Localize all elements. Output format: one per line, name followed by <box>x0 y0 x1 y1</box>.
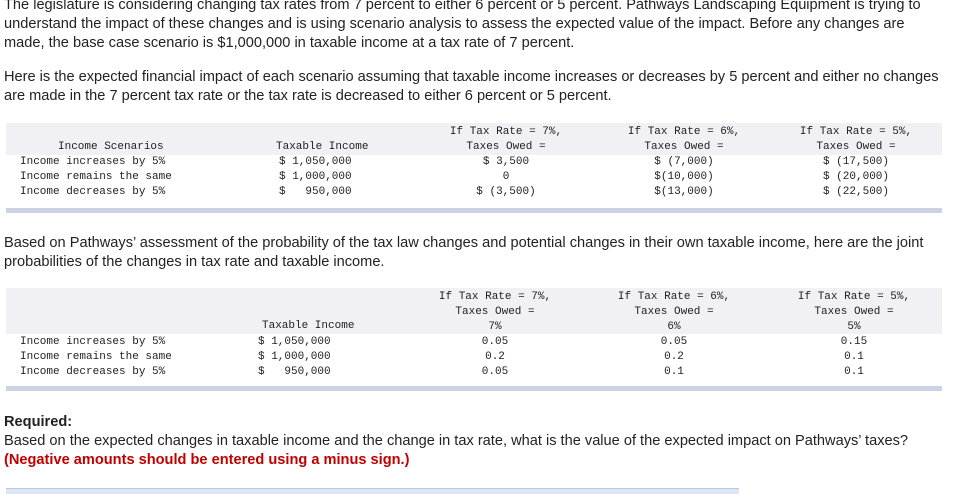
header-rate7-line1: If Tax Rate = 7%, <box>449 126 563 138</box>
table-header-background <box>6 123 942 155</box>
header-rate7-line1: If Tax Rate = 7%, <box>438 291 552 303</box>
table-row-t7: $ (3,500) <box>476 186 536 198</box>
table-row-taxable: $ 1,050,000 <box>258 336 331 348</box>
table-row-t6: $ (7,000) <box>654 156 714 168</box>
header-rate7-line2: Taxes Owed = <box>466 141 546 153</box>
header-rate6-line2: Taxes Owed = <box>644 141 724 153</box>
header-rate7-line2: Taxes Owed = <box>455 306 535 318</box>
header-rate6-line1: If Tax Rate = 6%, <box>627 126 741 138</box>
header-rate7-line3: 7% <box>488 321 502 333</box>
required-text: Based on the expected changes in taxable… <box>4 433 909 449</box>
header-rate6-line2: Taxes Owed = <box>634 306 714 318</box>
table-row-p6: 0.2 <box>664 351 684 363</box>
header-rate6-line3: 6% <box>667 321 681 333</box>
required-note: (Negative amounts should be entered usin… <box>4 452 410 468</box>
table-row-scenario: Income decreases by 5% <box>20 186 166 198</box>
table-row-t7: 0 <box>502 171 510 183</box>
header-income-scenarios: Income Scenarios <box>58 141 164 153</box>
header-taxable-income: Taxable Income <box>262 320 355 332</box>
table-bottom-border <box>6 386 942 391</box>
table-row-scenario: Income increases by 5% <box>20 336 166 348</box>
table-row-p6: 0.1 <box>664 366 684 378</box>
table-row-taxable: $ 1,050,000 <box>279 156 352 168</box>
required-title: Required: <box>4 414 73 430</box>
table-row-p5: 0.15 <box>840 336 868 348</box>
header-rate5-line2: Taxes Owed = <box>814 306 894 318</box>
header-rate5-line1: If Tax Rate = 5%, <box>799 126 913 138</box>
required-question: Based on the expected changes in taxable… <box>4 432 949 470</box>
scenario-intro-paragraph: Here is the expected financial impact of… <box>4 69 939 104</box>
table-header-background <box>6 288 942 334</box>
table-row-t6: $(13,000) <box>654 186 714 198</box>
joint-probability-table: Taxable Income If Tax Rate = 7%, Taxes O… <box>6 288 942 391</box>
table-row-t5: $ (22,500) <box>822 186 889 198</box>
table-row-taxable: $ 1,000,000 <box>258 351 331 363</box>
header-rate6-line1: If Tax Rate = 6%, <box>617 291 731 303</box>
table-row-p7: 0.2 <box>485 351 505 363</box>
header-rate5-line1: If Tax Rate = 5%, <box>797 291 911 303</box>
table-row-scenario: Income increases by 5% <box>20 156 166 168</box>
table-row-t7: $ 3,500 <box>482 156 530 168</box>
scenario-impact-table: Income Scenarios Taxable Income If Tax R… <box>6 123 942 213</box>
table-bottom-border <box>6 208 942 213</box>
table-row-t5: $ (17,500) <box>822 156 889 168</box>
table-row-t5: $ (20,000) <box>822 171 889 183</box>
table-row-taxable: $ 950,000 <box>279 186 352 198</box>
table-row-p6: 0.05 <box>660 336 688 348</box>
table-row-p5: 0.1 <box>844 351 864 363</box>
header-rate5-line2: Taxes Owed = <box>816 141 896 153</box>
probability-intro-paragraph: Based on Pathways’ assessment of the pro… <box>4 235 924 270</box>
answer-panel-edge <box>6 488 739 494</box>
table-row-taxable: $ 1,000,000 <box>279 171 352 183</box>
header-taxable-income: Taxable Income <box>276 141 369 153</box>
table-row-t6: $(10,000) <box>654 171 714 183</box>
table-row-p5: 0.1 <box>844 366 864 378</box>
table-row-scenario: Income remains the same <box>20 171 172 183</box>
intro-paragraph: The legislature is considering changing … <box>4 0 921 51</box>
table-row-p7: 0.05 <box>481 336 509 348</box>
table-row-taxable: $ 950,000 <box>258 366 331 378</box>
header-rate5-line3: 5% <box>847 321 861 333</box>
table-row-scenario: Income decreases by 5% <box>20 366 166 378</box>
table-row-p7: 0.05 <box>481 366 509 378</box>
table-row-scenario: Income remains the same <box>20 351 172 363</box>
